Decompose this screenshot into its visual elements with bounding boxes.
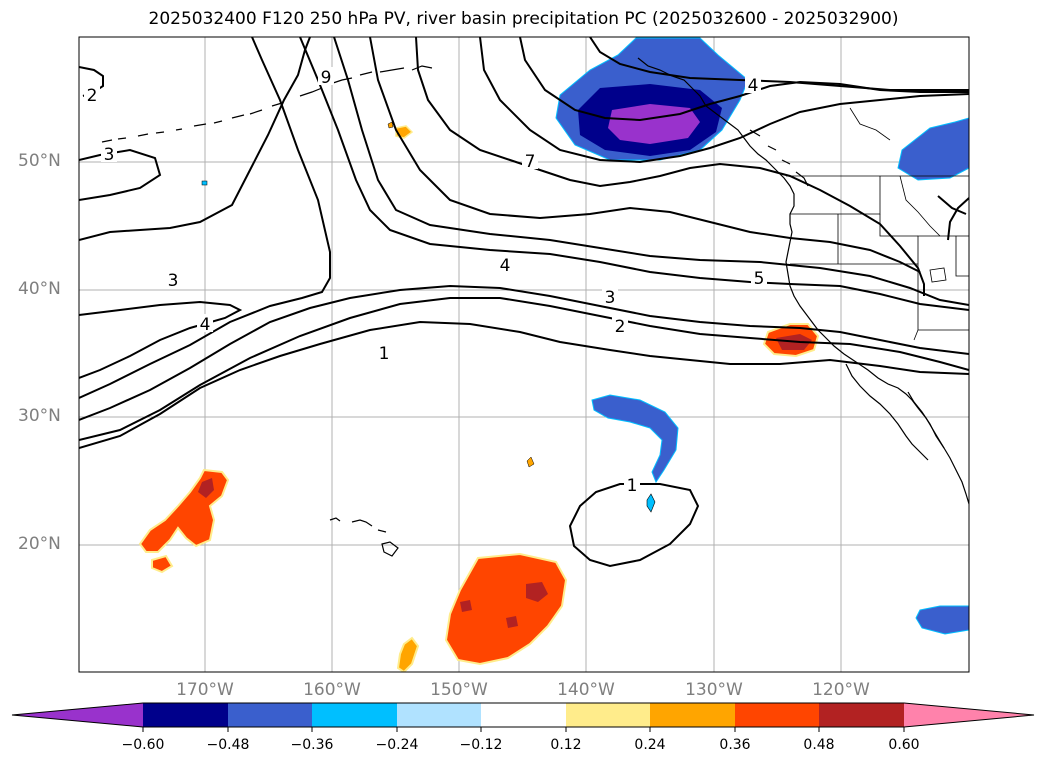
latitude-label: 50°N bbox=[18, 151, 61, 171]
latitude-label: 40°N bbox=[18, 279, 61, 299]
colorbar-tick-label: −0.12 bbox=[459, 737, 503, 753]
colorbar-segment bbox=[312, 703, 397, 727]
longitude-label: 140°W bbox=[557, 680, 615, 700]
colorbar-segment bbox=[650, 703, 735, 727]
contour-label: 1 bbox=[627, 476, 638, 496]
colorbar-segment bbox=[143, 703, 228, 727]
colorbar-tick-label: 0.48 bbox=[803, 737, 835, 753]
contour-label: 2 bbox=[87, 86, 98, 106]
colorbar-segment bbox=[566, 703, 650, 727]
colorbar-segment bbox=[228, 703, 312, 727]
colorbar-extend-max bbox=[904, 703, 1034, 727]
contour-label: 5 bbox=[754, 269, 765, 289]
longitude-label: 170°W bbox=[176, 680, 234, 700]
colorbar-tick-label: 0.24 bbox=[634, 737, 666, 753]
colorbar-extend-min bbox=[12, 703, 143, 727]
colorbar bbox=[11, 702, 1035, 732]
contour-label: 4 bbox=[200, 315, 211, 335]
colorbar-tick-label: 0.36 bbox=[719, 737, 751, 753]
contour-label: 1 bbox=[379, 344, 390, 364]
longitude-label: 160°W bbox=[303, 680, 361, 700]
negative-precip-anomaly-gulf-of-alaska bbox=[555, 37, 749, 161]
map-frame bbox=[78, 36, 970, 673]
longitude-label: 120°W bbox=[812, 680, 870, 700]
colorbar-segment bbox=[819, 703, 904, 727]
colorbar-segment bbox=[481, 703, 566, 727]
small-positive-patch bbox=[387, 121, 394, 129]
pv-contours bbox=[79, 37, 969, 568]
contour-label: 2 bbox=[615, 317, 626, 337]
negative-precip-anomaly-subtropics bbox=[591, 394, 679, 513]
negative-precip-anomaly-mexico bbox=[915, 605, 969, 635]
positive-precip-anomaly-california bbox=[762, 323, 820, 358]
colorbar-tick-label: −0.24 bbox=[375, 737, 419, 753]
contour-label: 3 bbox=[168, 271, 179, 291]
latitude-label: 30°N bbox=[18, 406, 61, 426]
negative-precip-anomaly-canada bbox=[897, 117, 969, 181]
contour-label: 4 bbox=[748, 76, 759, 96]
small-negative-patch bbox=[201, 180, 208, 186]
contour-label: 7 bbox=[525, 152, 536, 172]
coastlines bbox=[101, 57, 969, 557]
map-title: 2025032400 F120 250 hPa PV, river basin … bbox=[148, 9, 899, 29]
small-positive-patch bbox=[526, 456, 535, 468]
political-borders bbox=[786, 107, 969, 341]
contour-label: 3 bbox=[605, 288, 616, 308]
contour-label: 9 bbox=[321, 68, 332, 88]
contour-label-backgrounds bbox=[84, 67, 767, 493]
colorbar-tick-label: 0.12 bbox=[550, 737, 582, 753]
longitude-label: 130°W bbox=[685, 680, 743, 700]
small-positive-patch-aleutian bbox=[395, 125, 414, 139]
positive-precip-anomaly-south bbox=[396, 552, 568, 672]
contour-label: 3 bbox=[104, 145, 115, 165]
colorbar-tick-label: −0.48 bbox=[206, 737, 250, 753]
colorbar-segment bbox=[397, 703, 481, 727]
contour-label: 4 bbox=[500, 256, 511, 276]
longitude-label: 150°W bbox=[430, 680, 488, 700]
colorbar-tick-label: −0.36 bbox=[290, 737, 334, 753]
colorbar-tick-label: 0.60 bbox=[888, 737, 920, 753]
colorbar-tick-label: −0.60 bbox=[121, 737, 165, 753]
colorbar-segment bbox=[735, 703, 819, 727]
contour-labels: 2 3 3 4 9 7 4 4 3 2 1 5 1 bbox=[87, 68, 765, 496]
latitude-label: 20°N bbox=[18, 534, 61, 554]
positive-precip-anomaly-near-hawaii-west bbox=[138, 468, 230, 574]
